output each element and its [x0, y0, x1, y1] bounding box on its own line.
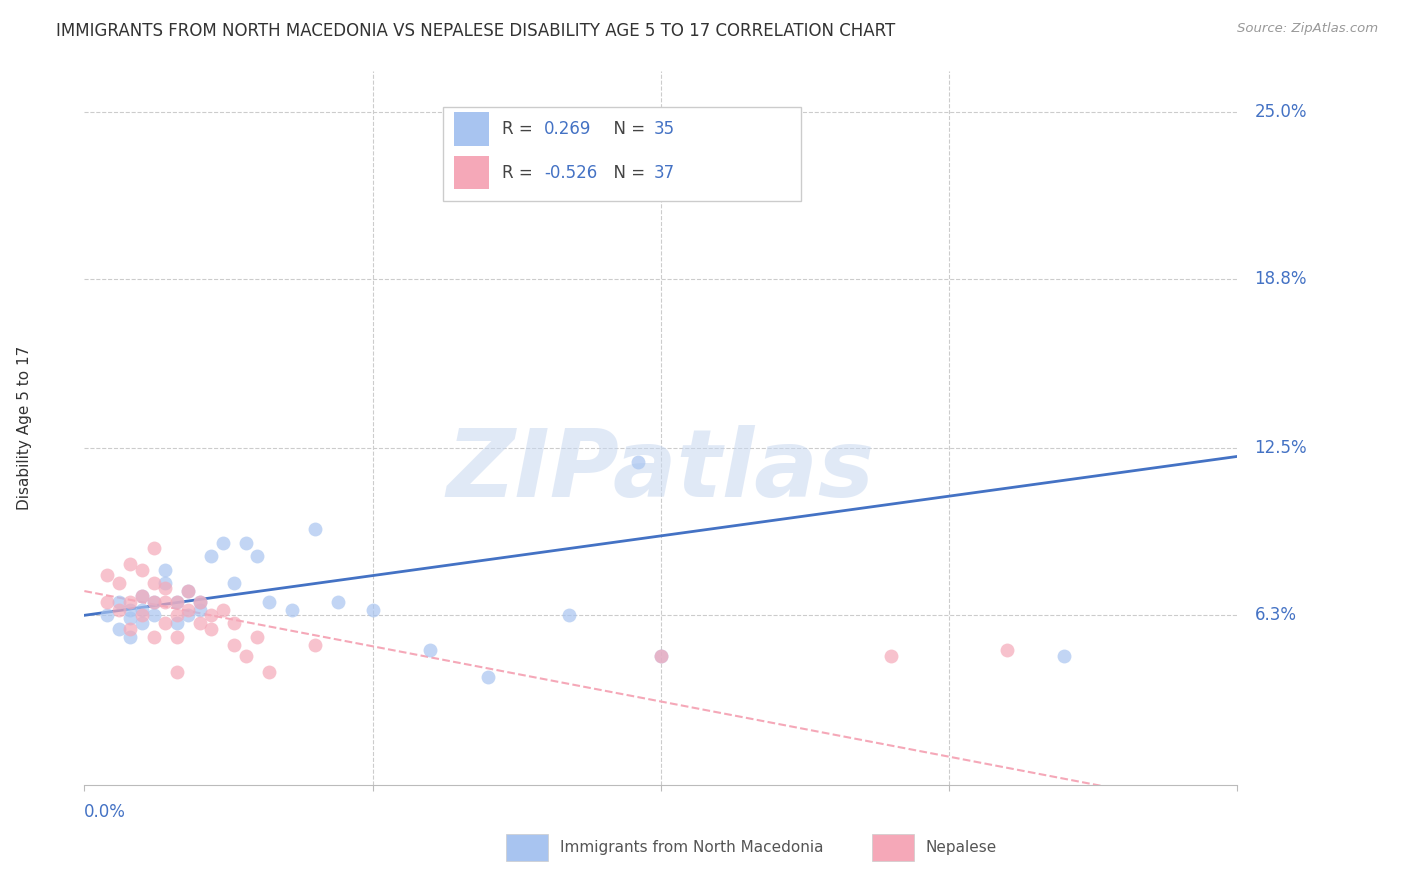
- Point: [166, 595, 188, 609]
- Text: 0.0%: 0.0%: [84, 803, 127, 821]
- Point: [177, 584, 200, 599]
- Point: [419, 643, 441, 657]
- Point: [188, 616, 211, 631]
- Text: Immigrants from North Macedonia: Immigrants from North Macedonia: [560, 840, 823, 855]
- Point: [246, 549, 269, 563]
- Point: [142, 595, 165, 609]
- Point: [557, 608, 579, 623]
- Point: [120, 630, 142, 644]
- Point: [257, 595, 280, 609]
- Point: [108, 576, 131, 591]
- Point: [224, 638, 246, 652]
- Point: [131, 590, 153, 604]
- Point: [211, 535, 233, 549]
- Point: [166, 595, 188, 609]
- Point: [1053, 648, 1076, 663]
- Point: [120, 603, 142, 617]
- Point: [177, 608, 200, 623]
- Point: [120, 611, 142, 625]
- Point: [257, 665, 280, 679]
- Point: [177, 584, 200, 599]
- Point: [166, 616, 188, 631]
- Point: [304, 522, 326, 536]
- Point: [281, 603, 304, 617]
- Text: Nepalese: Nepalese: [925, 840, 997, 855]
- Point: [142, 595, 165, 609]
- Point: [166, 608, 188, 623]
- Point: [108, 603, 131, 617]
- Point: [120, 557, 142, 571]
- Point: [142, 630, 165, 644]
- Point: [96, 568, 118, 582]
- Point: [246, 630, 269, 644]
- Point: [650, 648, 672, 663]
- Point: [235, 648, 257, 663]
- Text: 35: 35: [654, 120, 675, 138]
- Text: IMMIGRANTS FROM NORTH MACEDONIA VS NEPALESE DISABILITY AGE 5 TO 17 CORRELATION C: IMMIGRANTS FROM NORTH MACEDONIA VS NEPAL…: [56, 22, 896, 40]
- Point: [131, 603, 153, 617]
- Point: [200, 608, 222, 623]
- Text: R =: R =: [502, 120, 538, 138]
- Point: [880, 648, 903, 663]
- Text: N =: N =: [603, 120, 651, 138]
- Point: [131, 616, 153, 631]
- Point: [188, 595, 211, 609]
- Text: N =: N =: [603, 163, 651, 181]
- Point: [120, 595, 142, 609]
- Point: [188, 595, 211, 609]
- Point: [211, 603, 233, 617]
- Point: [177, 603, 200, 617]
- Point: [153, 562, 176, 576]
- Point: [96, 608, 118, 623]
- Point: [235, 535, 257, 549]
- Text: 6.3%: 6.3%: [1254, 607, 1296, 624]
- Point: [153, 616, 176, 631]
- Point: [108, 622, 131, 636]
- Point: [361, 603, 384, 617]
- Text: 37: 37: [654, 163, 675, 181]
- Text: Disability Age 5 to 17: Disability Age 5 to 17: [17, 346, 32, 510]
- Point: [200, 549, 222, 563]
- Point: [131, 608, 153, 623]
- Text: 0.269: 0.269: [544, 120, 592, 138]
- Text: Source: ZipAtlas.com: Source: ZipAtlas.com: [1237, 22, 1378, 36]
- Point: [224, 576, 246, 591]
- Point: [627, 455, 650, 469]
- Point: [120, 622, 142, 636]
- Point: [224, 616, 246, 631]
- Text: 18.8%: 18.8%: [1254, 269, 1308, 288]
- Point: [166, 665, 188, 679]
- Point: [96, 595, 118, 609]
- Point: [166, 630, 188, 644]
- Text: 12.5%: 12.5%: [1254, 440, 1308, 458]
- Point: [650, 648, 672, 663]
- Point: [153, 576, 176, 591]
- Text: -0.526: -0.526: [544, 163, 598, 181]
- Point: [188, 603, 211, 617]
- Point: [326, 595, 349, 609]
- Point: [995, 643, 1018, 657]
- Point: [304, 638, 326, 652]
- Point: [153, 582, 176, 596]
- Text: ZIPatlas: ZIPatlas: [447, 425, 875, 517]
- Point: [131, 562, 153, 576]
- Point: [142, 576, 165, 591]
- Point: [153, 595, 176, 609]
- Point: [131, 590, 153, 604]
- Text: R =: R =: [502, 163, 538, 181]
- Point: [142, 608, 165, 623]
- Text: 25.0%: 25.0%: [1254, 103, 1308, 120]
- Point: [108, 595, 131, 609]
- Point: [477, 670, 499, 684]
- Point: [200, 622, 222, 636]
- Point: [142, 541, 165, 555]
